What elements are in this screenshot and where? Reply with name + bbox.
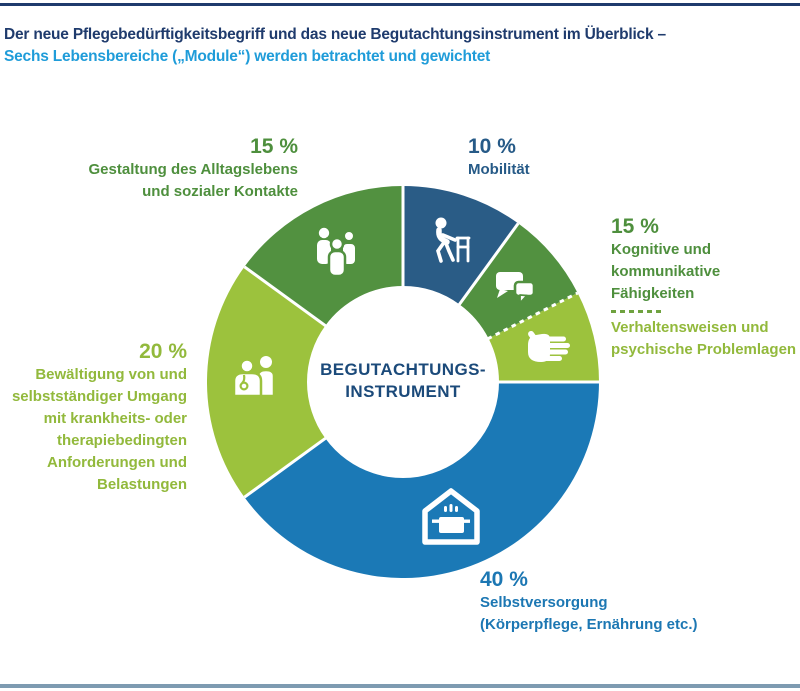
- pct-mobilitaet: 10 %: [468, 135, 516, 158]
- people-group-icon: [317, 227, 357, 278]
- callout-line: (Körperpflege, Ernährung etc.): [480, 616, 698, 633]
- callout-line: Mobilität: [468, 161, 530, 178]
- walker-icon: [435, 217, 471, 263]
- callout-group2: Verhaltensweisen und psychische Probleml…: [611, 317, 800, 361]
- callout-line: therapiebedingten: [56, 432, 187, 449]
- callout-kognitiv: 15 % Kognitive und kommunikative Fähigke…: [611, 215, 800, 361]
- dashed-separator: [611, 310, 661, 313]
- segment-divider-mobilitaet: [457, 222, 520, 307]
- center-label-line1: BEGUTACHTUNGS-: [320, 360, 486, 379]
- bottom-rule: [0, 684, 800, 688]
- donut-chart: BEGUTACHTUNGS- INSTRUMENT: [206, 186, 599, 579]
- segment-divider-selbstversorgung: [243, 436, 328, 499]
- callout-line: Fähigkeiten: [611, 285, 695, 302]
- callout-bewaeltigung: 20 % Bewältigung von und selbstständiger…: [12, 340, 187, 496]
- speech-bubbles-icon: [496, 272, 536, 304]
- segment-mobilitaet: [403, 186, 519, 305]
- callout-line: Kognitive und kommunikative: [611, 241, 721, 280]
- callout-line: Selbstversorgung: [480, 594, 608, 611]
- doctor-patient-icon: [232, 356, 276, 398]
- callout-line: Verhaltensweisen und: [611, 319, 769, 336]
- pct-alltag: 15 %: [250, 135, 298, 158]
- pct-bewaeltigung: 20 %: [139, 340, 187, 363]
- callout-line: selbstständiger Umgang: [11, 388, 187, 405]
- pct-selbstversorgung: 40 %: [480, 568, 528, 591]
- callout-mobilitaet: 10 % Mobilität: [468, 135, 530, 181]
- callout-line: und sozialer Kontakte: [142, 183, 298, 200]
- dividers-layer: [243, 186, 599, 499]
- segment-divider-bewaeltigung: [243, 265, 328, 328]
- segment-selbstversorgung: [244, 382, 599, 579]
- callout-line: psychische Problemlagen: [611, 341, 797, 358]
- callout-alltag: 15 % Gestaltung des Alltagslebens und so…: [89, 135, 299, 203]
- segment-divider-kognitiv: [486, 291, 579, 341]
- page-title-line1: Der neue Pflegebedürftigkeitsbegriff und…: [4, 26, 666, 43]
- page-header: Der neue Pflegebedürftigkeitsbegriff und…: [4, 24, 666, 68]
- callout-line: mit krankheits- oder: [43, 410, 187, 427]
- callout-line: Anforderungen und: [47, 454, 187, 471]
- house-pot-icon: [422, 488, 480, 545]
- callout-line: Bewältigung von und: [35, 366, 187, 383]
- callout-line: Gestaltung des Alltagslebens: [88, 161, 299, 178]
- callout-selbstversorgung: 40 % Selbstversorgung (Körperpflege, Ern…: [480, 568, 698, 636]
- pct-kognitiv: 15 %: [611, 215, 659, 238]
- callout-group1: Kognitive und kommunikative Fähigkeiten: [611, 239, 800, 305]
- donut-svg: BEGUTACHTUNGS- INSTRUMENT: [206, 186, 599, 579]
- callout-line: Belastungen: [96, 476, 187, 493]
- top-rule: [0, 3, 800, 6]
- chart-center-label: BEGUTACHTUNGS- INSTRUMENT: [320, 360, 486, 401]
- hand-icon: [528, 330, 570, 362]
- center-label-line2: INSTRUMENT: [345, 382, 461, 401]
- icons-layer: [232, 217, 570, 545]
- page-title-line2: Sechs Lebensbereiche („Module“) werden b…: [4, 48, 491, 65]
